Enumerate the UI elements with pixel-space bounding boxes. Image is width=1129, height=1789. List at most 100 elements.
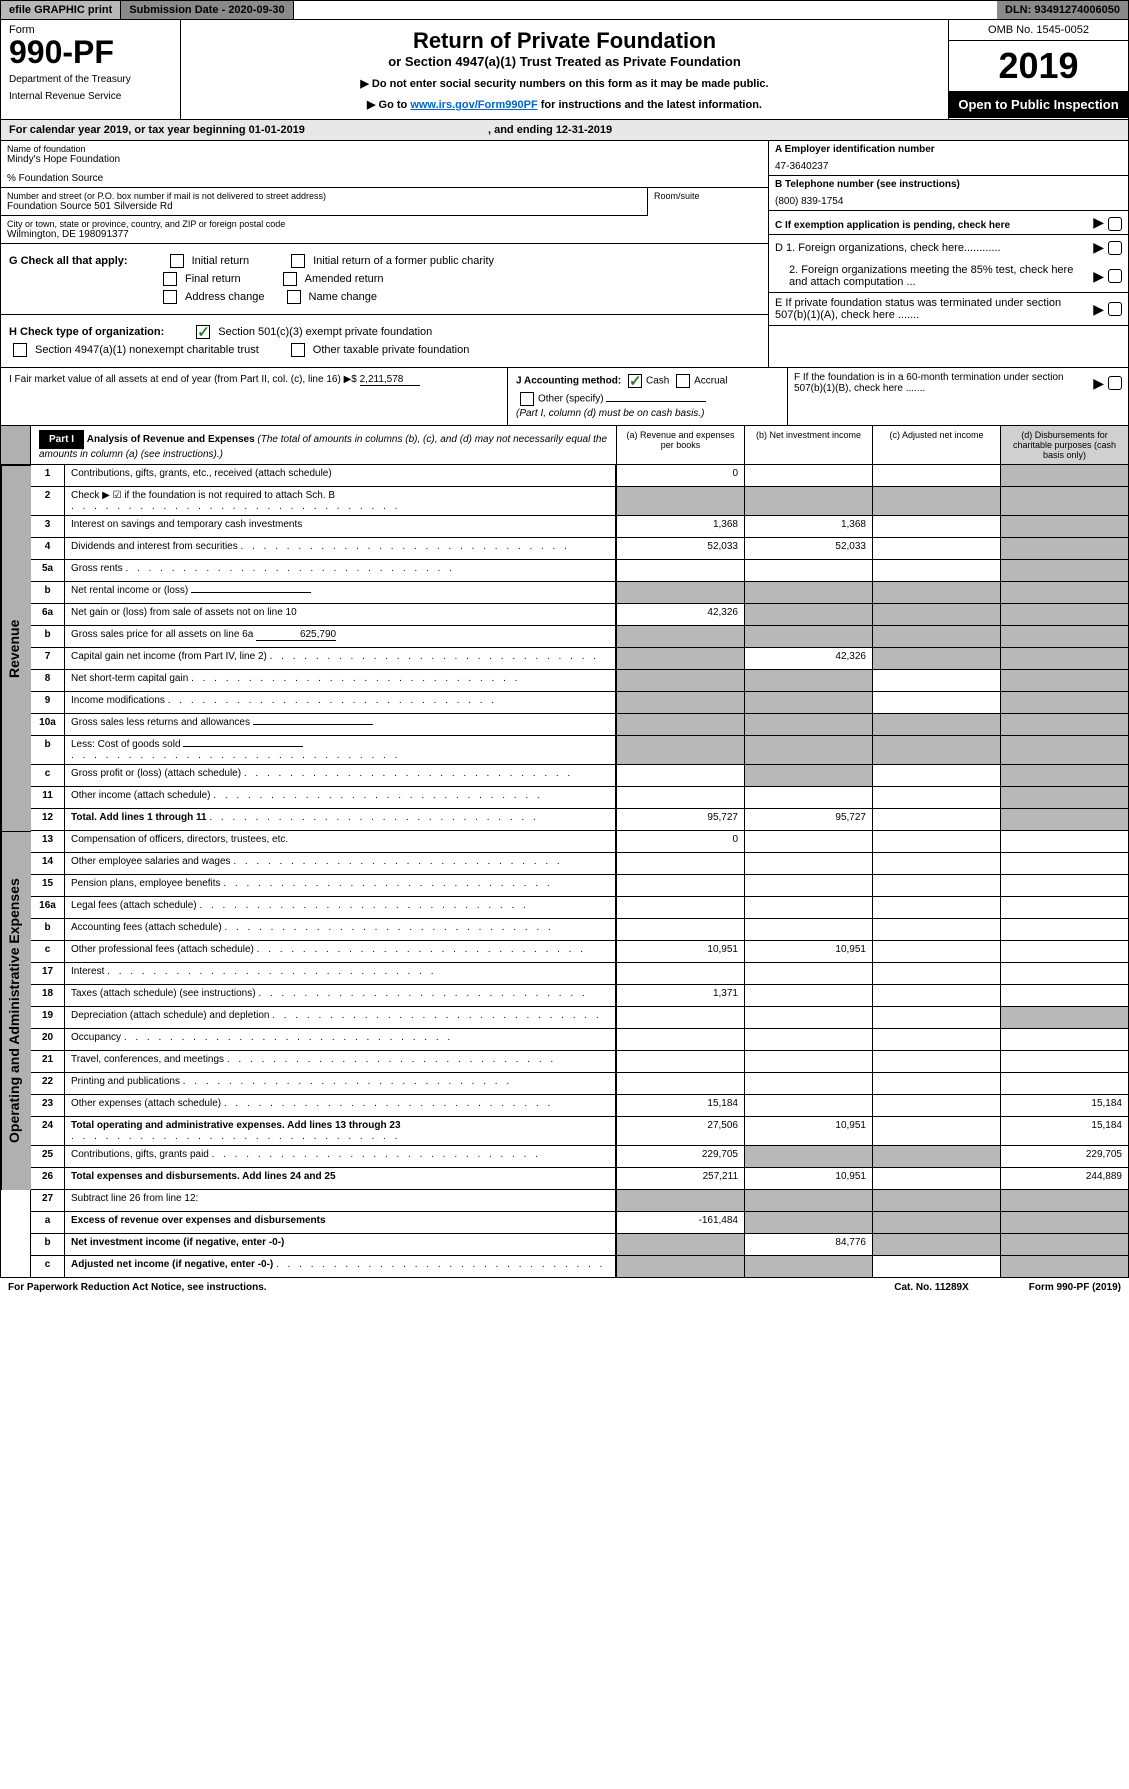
row-label: Capital gain net income (from Part IV, l… <box>65 648 616 669</box>
arrow-icon: ▶ <box>1093 375 1104 392</box>
initial-former-checkbox[interactable] <box>291 254 305 268</box>
table-cell <box>744 1007 872 1028</box>
f-checkbox[interactable] <box>1108 376 1122 390</box>
table-row: 19Depreciation (attach schedule) and dep… <box>31 1007 1129 1029</box>
row-num: 25 <box>31 1146 65 1167</box>
table-cell-gray <box>1000 692 1128 713</box>
row-num: 17 <box>31 963 65 984</box>
table-row: 3Interest on savings and temporary cash … <box>31 516 1129 538</box>
sec501-checkbox[interactable] <box>196 325 210 339</box>
row-num: 3 <box>31 516 65 537</box>
final-return-checkbox[interactable] <box>163 272 177 286</box>
foundation-name-cell: Name of foundation Mindy's Hope Foundati… <box>1 141 768 188</box>
name-change-checkbox[interactable] <box>287 290 301 304</box>
table-cell <box>616 1073 744 1094</box>
table-cell-gray <box>616 736 744 764</box>
footer-row: For Paperwork Reduction Act Notice, see … <box>0 1278 1129 1297</box>
row-label: Dividends and interest from securities <box>65 538 616 559</box>
table-cell <box>872 465 1000 486</box>
table-row: 7Capital gain net income (from Part IV, … <box>31 648 1129 670</box>
table-cell <box>872 1117 1000 1145</box>
table-cell: 244,889 <box>1000 1168 1128 1189</box>
table-cell <box>1000 963 1128 984</box>
row-label: Occupancy <box>65 1029 616 1050</box>
table-cell: 0 <box>616 831 744 852</box>
table-cell <box>1000 941 1128 962</box>
row-label: Gross profit or (loss) (attach schedule) <box>65 765 616 786</box>
table-row: 6aNet gain or (loss) from sale of assets… <box>31 604 1129 626</box>
row-label: Excess of revenue over expenses and disb… <box>65 1212 616 1233</box>
part1-title: Analysis of Revenue and Expenses <box>87 434 255 445</box>
city-value: Wilmington, DE 198091377 <box>7 229 762 240</box>
part1-badge: Part I <box>39 430 84 449</box>
row-label: Gross rents <box>65 560 616 581</box>
row-num: 20 <box>31 1029 65 1050</box>
open-public-badge: Open to Public Inspection <box>949 91 1128 118</box>
table-cell-gray <box>744 714 872 735</box>
row-label: Net gain or (loss) from sale of assets n… <box>65 604 616 625</box>
table-cell <box>872 538 1000 559</box>
d2-label: 2. Foreign organizations meeting the 85%… <box>775 264 1089 288</box>
row-label: Taxes (attach schedule) (see instruction… <box>65 985 616 1006</box>
header-center: Return of Private Foundation or Section … <box>181 20 948 119</box>
initial-return-checkbox[interactable] <box>170 254 184 268</box>
dln: DLN: 93491274006050 <box>997 1 1128 19</box>
table-cell-gray <box>1000 670 1128 691</box>
table-cell: 229,705 <box>616 1146 744 1167</box>
table-row: 17Interest <box>31 963 1129 985</box>
table-cell-gray <box>616 1256 744 1277</box>
table-cell-gray <box>1000 538 1128 559</box>
sec4947-checkbox[interactable] <box>13 343 27 357</box>
table-cell <box>872 670 1000 691</box>
accrual-label: Accrual <box>694 376 727 387</box>
foundation-care-of: % Foundation Source <box>7 173 762 184</box>
revenue-vert-label: Revenue <box>1 465 31 831</box>
top-bar: efile GRAPHIC print Submission Date - 20… <box>0 0 1129 20</box>
row-label: Compensation of officers, directors, tru… <box>65 831 616 852</box>
irs-link[interactable]: www.irs.gov/Form990PF <box>410 99 537 111</box>
amended-checkbox[interactable] <box>283 272 297 286</box>
table-cell-gray <box>1000 1234 1128 1255</box>
table-cell <box>1000 897 1128 918</box>
form-note-2: ▶ Go to www.irs.gov/Form990PF for instru… <box>189 98 940 111</box>
form-title: Return of Private Foundation <box>189 28 940 54</box>
footer-right: Form 990-PF (2019) <box>1029 1282 1121 1293</box>
row-num: b <box>31 582 65 603</box>
table-row: 8Net short-term capital gain <box>31 670 1129 692</box>
addr-change-checkbox[interactable] <box>163 290 177 304</box>
revenue-section: Revenue 1Contributions, gifts, grants, e… <box>0 465 1129 831</box>
j-note: (Part I, column (d) must be on cash basi… <box>516 408 779 419</box>
table-row: 14Other employee salaries and wages <box>31 853 1129 875</box>
col-a-header: (a) Revenue and expenses per books <box>616 426 744 464</box>
row-num: 27 <box>31 1190 65 1211</box>
table-cell: 229,705 <box>1000 1146 1128 1167</box>
accrual-checkbox[interactable] <box>676 374 690 388</box>
table-cell-gray <box>1000 626 1128 647</box>
room-label: Room/suite <box>654 191 700 201</box>
f-label: F If the foundation is in a 60-month ter… <box>794 372 1089 394</box>
submission-date: Submission Date - 2020-09-30 <box>121 1 293 19</box>
table-row: bNet rental income or (loss) <box>31 582 1129 604</box>
table-cell: 15,184 <box>1000 1117 1128 1145</box>
row-num: 23 <box>31 1095 65 1116</box>
other-checkbox[interactable] <box>520 392 534 406</box>
table-cell-gray <box>616 692 744 713</box>
d2-checkbox[interactable] <box>1108 269 1122 283</box>
table-cell: 52,033 <box>616 538 744 559</box>
initial-return-label: Initial return <box>192 255 249 267</box>
row-label: Total operating and administrative expen… <box>65 1117 616 1145</box>
row-label: Check ▶ ☑ if the foundation is not requi… <box>65 487 616 515</box>
exemption-checkbox[interactable] <box>1108 217 1122 231</box>
d2-row: 2. Foreign organizations meeting the 85%… <box>769 260 1128 293</box>
table-row: 27Subtract line 26 from line 12: <box>31 1190 1129 1212</box>
arrow-icon: ▶ <box>1093 239 1104 256</box>
d1-checkbox[interactable] <box>1108 241 1122 255</box>
other-taxable-checkbox[interactable] <box>291 343 305 357</box>
e-checkbox[interactable] <box>1108 302 1122 316</box>
efile-print-button[interactable]: efile GRAPHIC print <box>1 1 121 19</box>
cash-checkbox[interactable] <box>628 374 642 388</box>
table-row: cAdjusted net income (if negative, enter… <box>31 1256 1129 1278</box>
table-cell-gray <box>1000 1007 1128 1028</box>
section-j: J Accounting method: Cash Accrual Other … <box>508 368 788 425</box>
table-cell-gray <box>744 487 872 515</box>
